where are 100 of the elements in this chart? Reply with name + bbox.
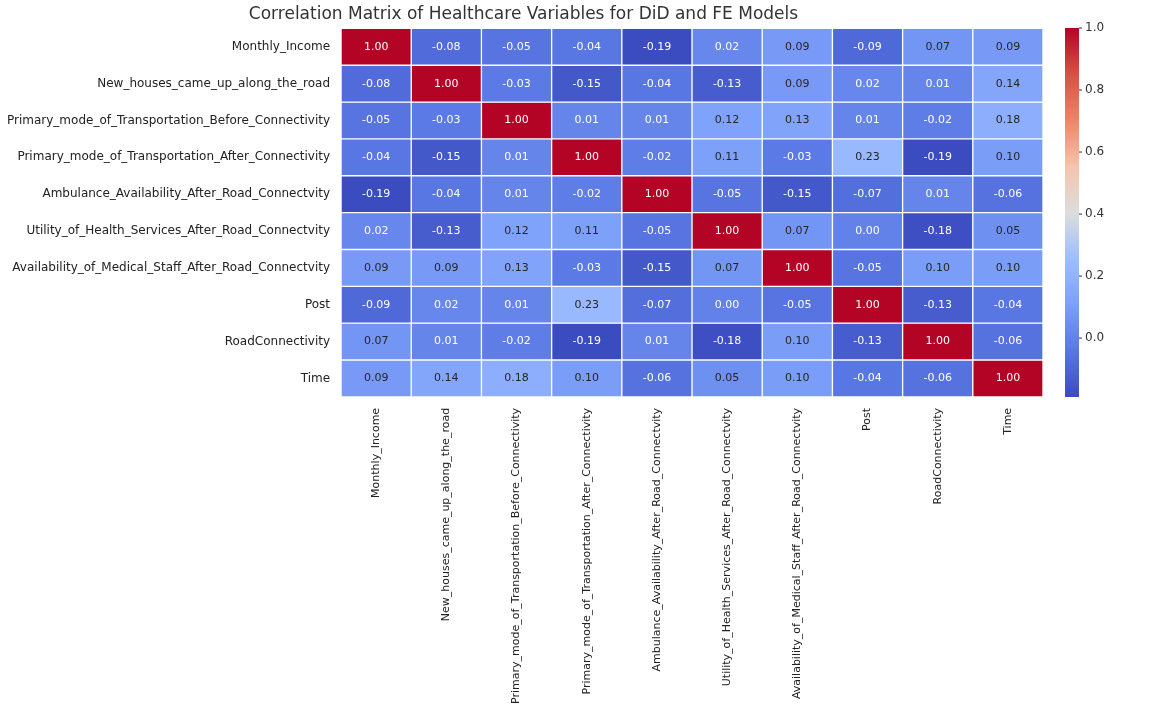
data-label: -0.09 — [361, 297, 391, 311]
data-label: -0.04 — [853, 371, 882, 385]
data-label: 0.01 — [504, 150, 529, 164]
data-label: -0.08 — [361, 76, 391, 90]
data-label: -0.04 — [642, 76, 672, 90]
data-label: 0.09 — [363, 260, 389, 274]
data-label: 0.14 — [995, 76, 1021, 90]
data-label: -0.06 — [642, 371, 672, 385]
data-label: 0.09 — [434, 260, 459, 274]
x-tick-label: Utility_of_Health_Services_After_Road_Connectvity — [719, 407, 733, 687]
data-label: -0.08 — [432, 39, 461, 53]
data-label: 0.18 — [504, 371, 529, 385]
data-label: 1.00 — [714, 223, 740, 237]
data-label: -0.04 — [361, 150, 391, 164]
data-label: -0.04 — [572, 39, 601, 53]
chart-title: Correlation Matrix of Healthcare Variables for DiD and FE Models — [248, 2, 799, 23]
data-label: -0.04 — [993, 297, 1023, 311]
data-label: -0.13 — [712, 76, 742, 90]
x-tick-label: Ambulance_Availability_After_Road_Connectvity — [649, 407, 663, 672]
data-label: 1.00 — [434, 76, 459, 90]
data-label: -0.04 — [432, 187, 461, 201]
data-label: -0.03 — [783, 150, 812, 164]
data-label: 1.00 — [785, 260, 810, 274]
data-label: 0.10 — [925, 260, 950, 274]
data-label: -0.05 — [853, 260, 882, 274]
data-label: -0.07 — [642, 297, 672, 311]
color-bar-label: 1.0 — [1085, 20, 1105, 35]
data-label: 0.07 — [714, 260, 740, 274]
data-label: -0.18 — [923, 223, 952, 237]
data-label: -0.13 — [923, 297, 952, 311]
data-label: -0.19 — [572, 334, 601, 348]
x-tick-label: Primary_mode_of_Transportation_After_Connectivity — [579, 407, 593, 695]
data-label: 1.00 — [855, 297, 880, 311]
data-label: 0.09 — [363, 371, 389, 385]
y-tick-label: Post — [304, 296, 331, 311]
data-label: -0.05 — [642, 223, 672, 237]
data-label: 0.07 — [925, 39, 950, 53]
data-label: 0.01 — [644, 334, 670, 348]
data-label: 0.02 — [714, 39, 740, 53]
y-tick-label: Monthly_Income — [231, 38, 331, 53]
data-label: 0.09 — [995, 39, 1021, 53]
data-label: 0.02 — [363, 223, 389, 237]
data-label: 0.01 — [434, 334, 459, 348]
data-label: -0.13 — [853, 334, 882, 348]
data-label: 1.00 — [363, 39, 389, 53]
x-tick-label: Time — [1000, 407, 1014, 436]
data-label: 0.07 — [363, 334, 389, 348]
data-label: 0.14 — [434, 371, 459, 385]
y-tick-label: Ambulance_Availability_After_Road_Connectvity — [42, 186, 331, 201]
y-tick-label: Availability_of_Medical_Staff_After_Road_Connectvity — [12, 260, 331, 275]
data-label: -0.05 — [712, 187, 742, 201]
data-label: 0.18 — [995, 113, 1021, 127]
data-label: -0.19 — [642, 39, 672, 53]
data-label: 0.10 — [995, 260, 1021, 274]
data-label: -0.02 — [572, 187, 601, 201]
color-bar-label: 0.8 — [1085, 82, 1105, 97]
data-label: 0.23 — [574, 297, 599, 311]
data-label: 0.00 — [714, 297, 740, 311]
data-label: -0.18 — [712, 334, 742, 348]
y-tick-label: Primary_mode_of_Transportation_After_Connectivity — [17, 149, 331, 164]
color-bar-label: 0.6 — [1085, 144, 1105, 159]
data-label: 0.11 — [714, 150, 740, 164]
data-label: 1.00 — [925, 334, 950, 348]
data-label: -0.05 — [502, 39, 531, 53]
data-label: 1.00 — [504, 113, 529, 127]
data-label: -0.05 — [361, 113, 391, 127]
y-tick-label: Utility_of_Health_Services_After_Road_Connectvity — [26, 223, 331, 238]
data-label: 0.02 — [855, 76, 880, 90]
data-label: 0.13 — [504, 260, 529, 274]
x-tick-label: Primary_mode_of_Transportation_Before_Connectivity — [509, 407, 523, 704]
y-tick-label: New_houses_came_up_along_the_road — [97, 75, 331, 90]
data-label: -0.02 — [923, 113, 952, 127]
data-label: -0.06 — [993, 187, 1023, 201]
data-label: -0.02 — [642, 150, 672, 164]
data-label: 0.12 — [504, 223, 529, 237]
data-label: 0.01 — [574, 113, 599, 127]
data-label: 1.00 — [574, 150, 599, 164]
data-label: 0.10 — [574, 371, 599, 385]
data-label: 0.10 — [995, 150, 1021, 164]
y-tick-label: Primary_mode_of_Transportation_Before_Connectivity — [7, 112, 331, 127]
data-label: -0.15 — [642, 260, 672, 274]
data-label: -0.02 — [502, 334, 531, 348]
data-label: -0.06 — [993, 334, 1023, 348]
color-bar-label: 0.4 — [1085, 206, 1105, 221]
data-label: -0.07 — [853, 187, 882, 201]
data-label: 0.09 — [785, 39, 810, 53]
x-tick-label: RoadConnectivity — [930, 407, 944, 505]
data-label: -0.03 — [572, 260, 601, 274]
data-label: 0.07 — [785, 223, 810, 237]
data-label: 0.23 — [855, 150, 880, 164]
color-bar-label: 0.0 — [1085, 330, 1105, 345]
x-tick-label: Availability_of_Medical_Staff_After_Road_Connectvity — [790, 407, 804, 700]
data-label: 0.05 — [714, 371, 740, 385]
data-label: 0.01 — [855, 113, 880, 127]
data-label: -0.15 — [572, 76, 601, 90]
data-label: 0.05 — [995, 223, 1021, 237]
y-tick-label: RoadConnectivity — [224, 333, 331, 348]
data-label: -0.15 — [783, 187, 812, 201]
data-label: 0.00 — [855, 223, 880, 237]
data-label: -0.15 — [432, 150, 461, 164]
